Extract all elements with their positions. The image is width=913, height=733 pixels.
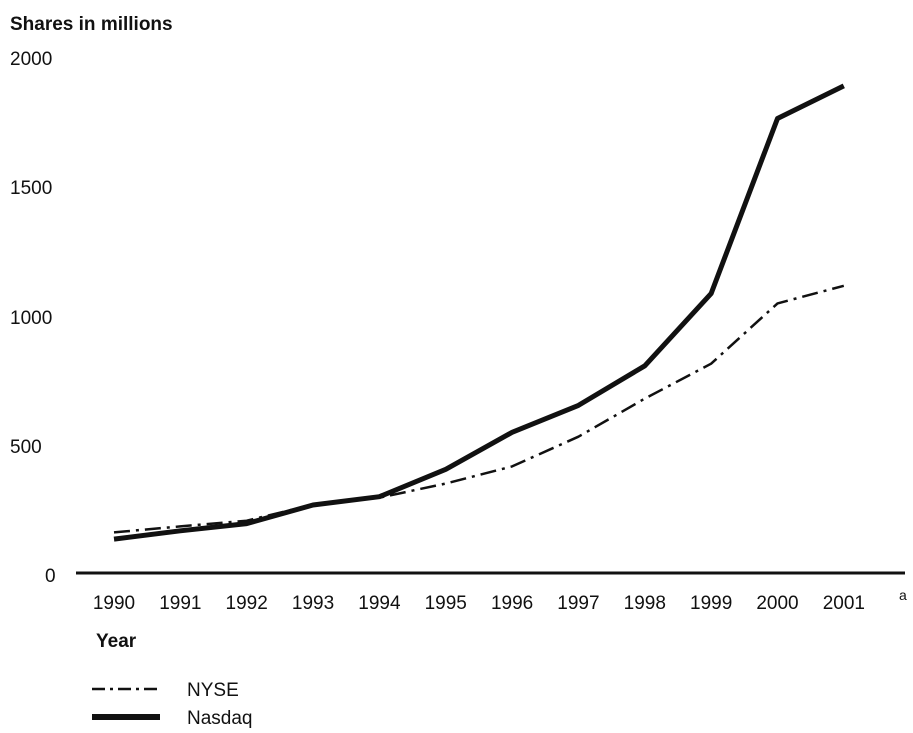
series-line-nyse <box>114 286 844 533</box>
x-tick-label: 2000 <box>756 593 798 614</box>
y-axis-label: Shares in millions <box>10 14 173 35</box>
x-tick-footnote-marker: a <box>899 587 907 603</box>
x-tick-label: 1995 <box>425 593 467 614</box>
legend-label-nasdaq: Nasdaq <box>187 708 253 729</box>
legend-label-nyse: NYSE <box>187 680 239 701</box>
x-axis-ticks: 1990 1991 1992 1993 1994 1995 1996 1997 1998 1999… <box>93 593 865 614</box>
x-tick-label: 1998 <box>624 593 666 614</box>
x-tick-label: 1991 <box>159 593 201 614</box>
y-tick-label: 2000 <box>10 49 52 70</box>
x-tick-label: 1992 <box>226 593 268 614</box>
y-tick-label: 1500 <box>10 178 52 199</box>
x-tick-label: 1996 <box>491 593 533 614</box>
y-tick-label: 0 <box>45 566 56 587</box>
x-tick-label: 1993 <box>292 593 334 614</box>
x-tick-label: 1990 <box>93 593 135 614</box>
x-tick-label: 2001 <box>823 593 865 614</box>
y-tick-label: 1000 <box>10 308 52 329</box>
x-tick-label: 1997 <box>557 593 599 614</box>
series-layer <box>114 86 844 539</box>
x-tick-label: 1999 <box>690 593 732 614</box>
x-tick-label: 1994 <box>358 593 401 614</box>
y-axis-ticks: 2000 1500 1000 500 0 <box>10 49 56 587</box>
y-tick-label: 500 <box>10 437 42 458</box>
series-line-nasdaq <box>114 86 844 539</box>
x-axis-label: Year <box>96 631 137 652</box>
legend: NYSE Nasdaq <box>92 680 253 729</box>
